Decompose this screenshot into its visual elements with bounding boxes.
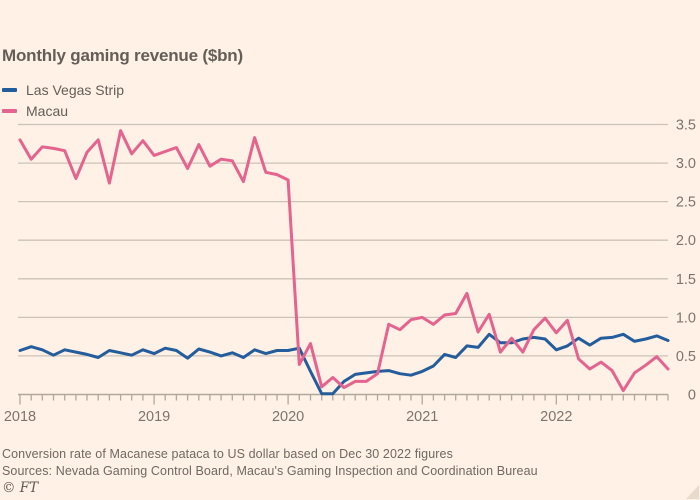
legend-item-las-vegas-strip: Las Vegas Strip [2,79,124,100]
y-axis-tick-label: 0 [688,388,696,404]
x-axis-year-label: 2018 [4,409,36,425]
y-axis-tick-label: 3.0 [676,156,696,172]
las-vegas-strip-swatch [2,87,17,92]
legend-item-macau: Macau [2,100,124,121]
y-axis-tick-label: 1.5 [676,272,696,288]
y-axis-tick-label: 1.0 [676,310,696,326]
y-axis-tick-label: 2.0 [676,233,696,249]
x-axis-year-label: 2022 [540,409,572,425]
y-axis-tick-label: 2.5 [676,195,696,211]
ft-logo: © FT [2,480,39,496]
macau-line [18,129,670,393]
legend-label-las-vegas-strip: Las Vegas Strip [26,81,125,98]
las-vegas-strip-line [18,332,670,396]
chart-title: Monthly gaming revenue ($bn) [2,46,243,65]
legend-label-macau: Macau [26,102,69,119]
y-axis-tick-label: 0.5 [676,349,696,365]
corner-triangle-decoration [686,485,699,499]
sources-line: Sources: Nevada Gaming Control Board, Ma… [2,464,538,478]
x-axis-year-label: 2021 [406,409,438,425]
footnote: Conversion rate of Macanese pataca to US… [2,447,453,461]
macau-swatch [2,108,17,113]
y-axis-tick-label: 3.5 [676,118,696,134]
legend: Las Vegas Strip Macau [2,79,124,121]
x-axis-year-label: 2019 [138,409,170,425]
x-axis-year-label: 2020 [272,409,304,425]
